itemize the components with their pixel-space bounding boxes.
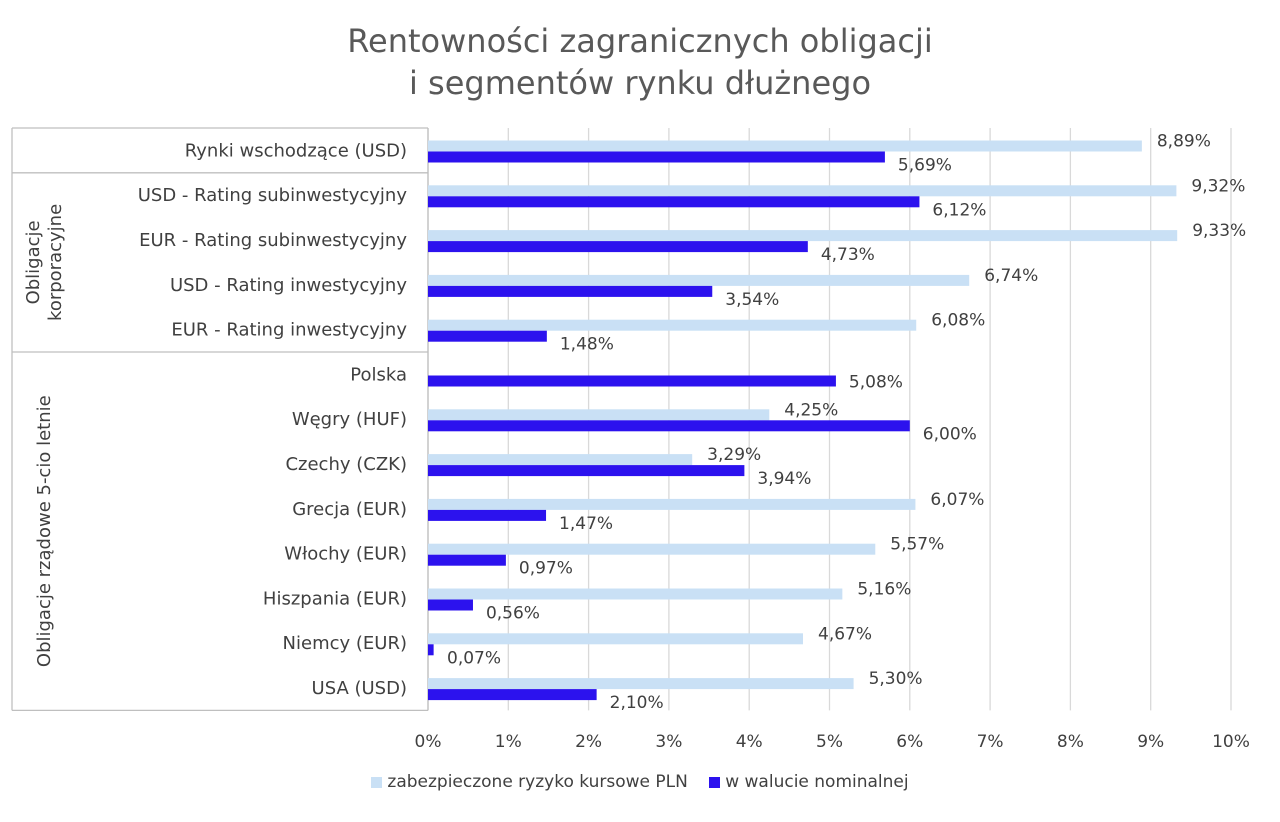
chart-title-line-1: Rentowności zagranicznych obligacji bbox=[347, 22, 933, 60]
x-tick-label: 3% bbox=[655, 732, 682, 752]
bar-nominal bbox=[428, 554, 506, 566]
category-label: Niemcy (EUR) bbox=[283, 633, 407, 654]
category-label: Polska bbox=[350, 364, 407, 385]
legend-label-hedged: zabezpieczone ryzyko kursowe PLN bbox=[387, 772, 688, 792]
x-tick-label: 0% bbox=[415, 732, 442, 752]
data-label-hedged: 3,29% bbox=[707, 445, 761, 465]
data-label-hedged: 8,89% bbox=[1157, 132, 1211, 152]
category-label: USD - Rating inwestycyjny bbox=[170, 275, 407, 296]
category-label: USD - Rating subinwestycyjny bbox=[138, 185, 408, 206]
legend-swatch-hedged bbox=[371, 777, 383, 788]
category-label: Węgry (HUF) bbox=[292, 409, 407, 430]
x-tick-label: 1% bbox=[495, 732, 522, 752]
category-label: Rynki wschodzące (USD) bbox=[185, 140, 407, 161]
group-label-line: Obligacje rządowe 5-cio letnie bbox=[34, 395, 55, 667]
data-label-hedged: 5,57% bbox=[890, 535, 944, 555]
bar-hedged bbox=[428, 274, 970, 286]
legend: zabezpieczone ryzyko kursowe PLN w waluc… bbox=[0, 772, 1280, 792]
x-tick-label: 4% bbox=[736, 732, 763, 752]
x-tick-label: 7% bbox=[977, 732, 1004, 752]
bar-nominal bbox=[428, 644, 434, 656]
bar-nominal bbox=[428, 509, 547, 521]
x-tick-label: 6% bbox=[896, 732, 923, 752]
category-label: Hiszpania (EUR) bbox=[263, 588, 407, 609]
data-label-nominal: 0,07% bbox=[447, 648, 501, 668]
bar-nominal bbox=[428, 241, 808, 253]
data-label-nominal: 1,48% bbox=[560, 335, 614, 355]
chart-title-line-2: i segmentów rynku dłużnego bbox=[408, 64, 872, 102]
data-label-hedged: 9,32% bbox=[1191, 176, 1245, 196]
data-label-hedged: 6,07% bbox=[930, 490, 984, 510]
bar-nominal bbox=[428, 599, 473, 611]
category-label: Czechy (CZK) bbox=[285, 454, 407, 475]
legend-item-nominal[interactable]: w walucie nominalnej bbox=[709, 772, 909, 792]
data-label-hedged: 4,25% bbox=[784, 400, 838, 420]
group-label-line: Obligacje bbox=[23, 220, 44, 304]
bar-nominal bbox=[428, 420, 910, 432]
category-label: USA (USD) bbox=[312, 678, 407, 699]
legend-swatch-nominal bbox=[709, 777, 721, 788]
data-label-nominal: 5,69% bbox=[898, 156, 952, 176]
category-label: Grecja (EUR) bbox=[292, 499, 407, 520]
x-tick-label: 9% bbox=[1137, 732, 1164, 752]
data-label-hedged: 6,74% bbox=[984, 266, 1038, 286]
bar-nominal bbox=[428, 330, 547, 342]
bar-hedged bbox=[428, 319, 917, 331]
legend-item-hedged[interactable]: zabezpieczone ryzyko kursowe PLN bbox=[371, 772, 688, 792]
x-tick-label: 2% bbox=[575, 732, 602, 752]
bar-hedged bbox=[428, 140, 1142, 152]
bar-hedged bbox=[428, 543, 876, 555]
bar-nominal bbox=[428, 689, 597, 701]
data-label-hedged: 5,30% bbox=[869, 669, 923, 689]
group-label: Obligacje rządowe 5-cio letnie bbox=[34, 395, 55, 667]
bar-hedged bbox=[428, 230, 1178, 242]
bar-nominal bbox=[428, 375, 836, 387]
group-label-line: korporacyjne bbox=[45, 204, 66, 321]
data-label-nominal: 0,97% bbox=[519, 559, 573, 579]
bar-hedged bbox=[428, 409, 770, 421]
bar-hedged bbox=[428, 588, 843, 600]
bar-hedged bbox=[428, 633, 804, 645]
data-label-nominal: 5,08% bbox=[849, 373, 903, 393]
category-label: Włochy (EUR) bbox=[284, 544, 407, 565]
data-label-hedged: 5,16% bbox=[857, 580, 911, 600]
data-label-nominal: 4,73% bbox=[821, 245, 875, 265]
bar-nominal bbox=[428, 196, 920, 208]
bar-hedged bbox=[428, 498, 916, 510]
data-label-nominal: 2,10% bbox=[610, 693, 664, 713]
data-label-nominal: 3,54% bbox=[725, 290, 779, 310]
data-label-hedged: 9,33% bbox=[1192, 221, 1246, 241]
data-label-hedged: 4,67% bbox=[818, 624, 872, 644]
legend-label-nominal: w walucie nominalnej bbox=[725, 772, 909, 792]
data-label-nominal: 3,94% bbox=[757, 469, 811, 489]
bar-nominal bbox=[428, 151, 885, 163]
bar-hedged bbox=[428, 454, 693, 466]
bar-nominal bbox=[428, 285, 713, 297]
bar-nominal bbox=[428, 465, 745, 477]
data-label-nominal: 6,12% bbox=[932, 200, 986, 220]
data-label-nominal: 6,00% bbox=[923, 424, 977, 444]
x-tick-label: 8% bbox=[1057, 732, 1084, 752]
category-label: EUR - Rating subinwestycyjny bbox=[139, 230, 407, 251]
group-label: Obligacjekorporacyjne bbox=[23, 204, 66, 321]
data-label-nominal: 0,56% bbox=[486, 604, 540, 624]
x-tick-label: 5% bbox=[816, 732, 843, 752]
data-label-nominal: 1,47% bbox=[559, 514, 613, 534]
bar-hedged bbox=[428, 678, 854, 690]
bar-hedged bbox=[428, 185, 1177, 197]
category-label: EUR - Rating inwestycyjny bbox=[171, 320, 407, 341]
x-tick-label: 10% bbox=[1212, 732, 1250, 752]
data-label-hedged: 6,08% bbox=[931, 311, 985, 331]
